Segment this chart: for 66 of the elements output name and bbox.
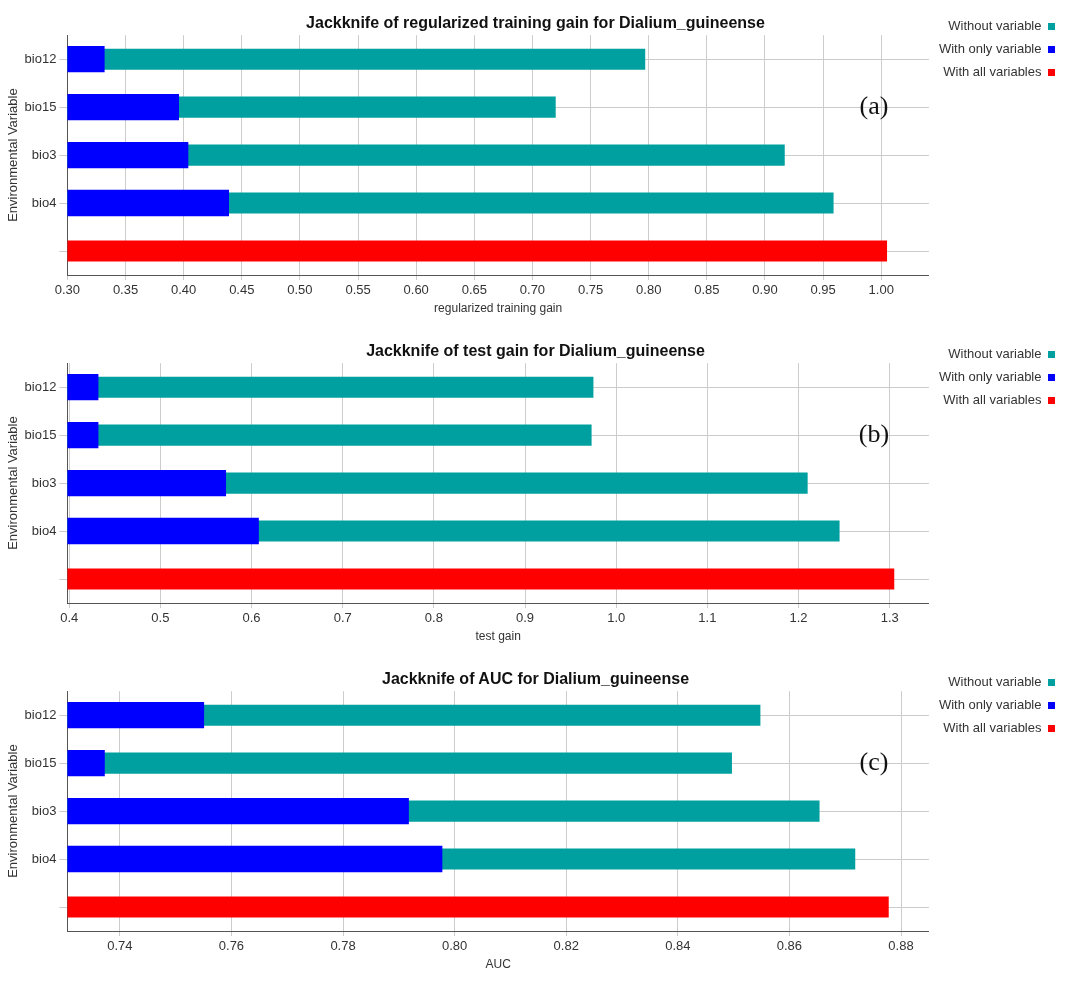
x-tick-label: 1.1 <box>698 610 717 626</box>
y-tick-label: bio12 <box>24 378 57 394</box>
x-axis-title: test gain <box>475 629 521 644</box>
x-tick-label: 0.95 <box>810 282 836 298</box>
x-tick-label: 1.0 <box>607 610 626 626</box>
x-tick-label: 0.4 <box>60 610 79 626</box>
x-tick-label: 0.74 <box>107 938 133 954</box>
legend-label: With all variables <box>943 392 1042 408</box>
y-tick-label: bio15 <box>24 754 57 770</box>
legend-label: Without variable <box>948 18 1042 34</box>
x-tick-label: 0.85 <box>694 282 720 298</box>
x-tick-label: 0.65 <box>461 282 487 298</box>
y-tick-label: bio12 <box>24 50 57 66</box>
y-tick-label: bio4 <box>31 850 57 866</box>
x-tick-label: 0.6 <box>242 610 261 626</box>
y-tick-label: bio3 <box>31 474 57 490</box>
x-tick-label: 0.60 <box>403 282 429 298</box>
x-tick-label: 0.88 <box>888 938 914 954</box>
x-tick-label: 0.35 <box>112 282 139 298</box>
chart-title: Jackknife of regularized training gain for Dialium_guineense <box>306 14 765 32</box>
y-tick-label: bio3 <box>31 146 57 162</box>
x-tick-label: 0.75 <box>577 282 604 298</box>
x-tick-label: 0.86 <box>776 938 803 954</box>
legend-label: With only variable <box>938 697 1042 713</box>
y-tick-label: bio15 <box>24 426 57 442</box>
y-tick-label: bio4 <box>31 522 57 538</box>
x-tick-label: 0.80 <box>636 282 662 298</box>
x-tick-label: 0.50 <box>287 282 313 298</box>
legend-label: Without variable <box>948 346 1042 362</box>
y-axis-title: Environmental Variable <box>5 88 21 222</box>
legend-label: With only variable <box>938 369 1042 385</box>
x-tick-label: 0.78 <box>330 938 356 954</box>
x-axis-title: regularized training gain <box>434 301 563 316</box>
legend-label: Without variable <box>948 674 1042 690</box>
x-tick-label: 0.30 <box>54 282 81 298</box>
annotation: (a) <box>859 90 889 120</box>
x-tick-label: 0.40 <box>171 282 197 298</box>
x-tick-label: 0.55 <box>345 282 371 298</box>
x-tick-label: 0.76 <box>218 938 245 954</box>
y-tick-label: bio4 <box>31 194 57 210</box>
chart-title: Jackknife of AUC for Dialium_guineense <box>381 670 690 688</box>
annotation: (b) <box>858 418 890 448</box>
x-tick-label: 0.9 <box>516 610 535 626</box>
x-tick-label: 0.7 <box>333 610 352 626</box>
x-tick-label: 0.80 <box>441 938 468 954</box>
x-tick-label: 0.5 <box>151 610 170 626</box>
y-axis-title: Environmental Variable <box>5 416 21 550</box>
x-tick-label: 0.45 <box>229 282 255 298</box>
y-axis-title: Environmental Variable <box>5 744 21 878</box>
x-tick-label: 1.3 <box>880 610 899 626</box>
legend-label: With all variables <box>943 720 1042 736</box>
x-tick-label: 0.90 <box>752 282 778 298</box>
x-tick-label: 0.70 <box>519 282 546 298</box>
y-tick-label: bio12 <box>24 706 57 722</box>
x-axis-title: AUC <box>485 957 512 972</box>
x-tick-label: 1.2 <box>789 610 808 626</box>
x-tick-label: 1.00 <box>868 282 894 298</box>
x-tick-label: 0.84 <box>665 938 691 954</box>
legend-label: With all variables <box>943 64 1042 80</box>
annotation: (c) <box>859 746 889 776</box>
legend-label: With only variable <box>938 41 1042 57</box>
chart-title: Jackknife of test gain for Dialium_guineense <box>366 342 705 360</box>
x-tick-label: 0.82 <box>553 938 579 954</box>
x-tick-label: 0.8 <box>424 610 443 626</box>
y-tick-label: bio15 <box>24 98 57 114</box>
y-tick-label: bio3 <box>31 802 57 818</box>
